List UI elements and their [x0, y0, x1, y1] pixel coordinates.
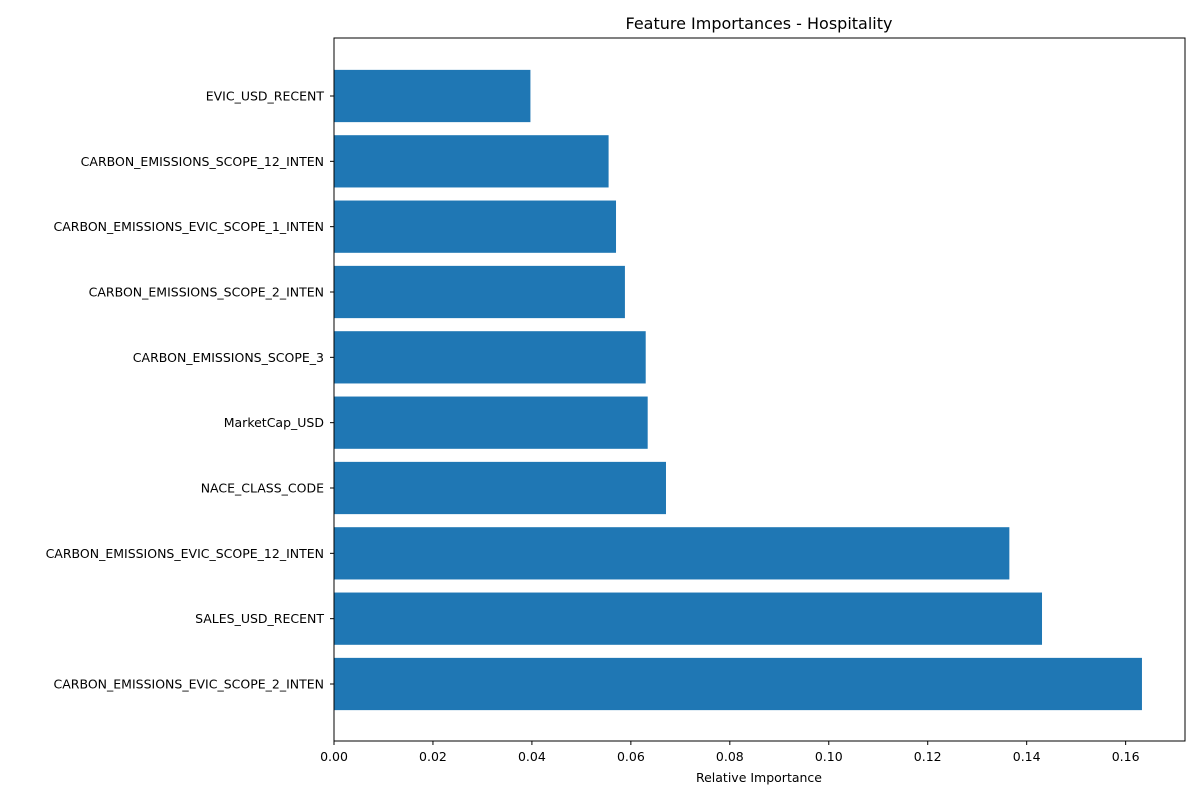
bar-marketcap-usd [334, 396, 648, 449]
x-tick-label: 0.10 [815, 749, 843, 764]
bar-carbon-emissions-scope-12-inten [334, 135, 609, 188]
plot-frame [333, 37, 1186, 742]
chart-title: Feature Importances - Hospitality [626, 14, 893, 33]
x-tick-label: 0.06 [617, 749, 645, 764]
x-tick-label: 0.16 [1112, 749, 1140, 764]
bar-carbon-emissions-scope-3 [334, 331, 646, 384]
y-tick-label: NACE_CLASS_CODE [201, 481, 324, 496]
bar-nace-class-code [334, 461, 666, 515]
y-tick-label: CARBON_EMISSIONS_EVIC_SCOPE_1_INTEN [54, 219, 324, 234]
bar-carbon-emissions-evic-scope-12-inten [334, 527, 1010, 580]
y-tick-label: SALES_USD_RECENT [195, 611, 324, 626]
y-tick-label: CARBON_EMISSIONS_SCOPE_3 [133, 350, 324, 365]
x-tick-label: 0.02 [419, 749, 447, 764]
x-tick-label: 0.12 [914, 749, 942, 764]
bar-carbon-emissions-evic-scope-1-inten [334, 200, 617, 253]
y-tick-label: CARBON_EMISSIONS_EVIC_SCOPE_12_INTEN [46, 546, 324, 561]
bars-group [334, 69, 1142, 711]
bar-carbon-emissions-scope-2-inten [334, 265, 625, 319]
y-tick-label: MarketCap_USD [224, 415, 324, 430]
x-tick-label: 0.04 [518, 749, 546, 764]
x-axis-label: Relative Importance [696, 770, 822, 785]
x-tick-label: 0.14 [1013, 749, 1041, 764]
y-tick-label: CARBON_EMISSIONS_EVIC_SCOPE_2_INTEN [54, 677, 324, 692]
y-axis-ticks: EVIC_USD_RECENT CARBON_EMISSIONS_SCOPE_12… [46, 89, 334, 692]
bar-sales-usd-recent [334, 592, 1043, 645]
x-tick-label: 0.08 [716, 749, 744, 764]
y-tick-label: EVIC_USD_RECENT [206, 89, 325, 104]
x-axis-ticks: 0.00 0.02 0.04 0.06 0.08 0.10 0.12 0.14 0.16 [320, 741, 1140, 764]
y-tick-label: CARBON_EMISSIONS_SCOPE_2_INTEN [89, 285, 324, 300]
x-tick-label: 0.00 [320, 749, 348, 764]
y-tick-label: CARBON_EMISSIONS_SCOPE_12_INTEN [81, 154, 324, 169]
bar-evic-usd-recent [334, 69, 531, 123]
bar-carbon-emissions-evic-scope-2-inten [334, 657, 1142, 711]
